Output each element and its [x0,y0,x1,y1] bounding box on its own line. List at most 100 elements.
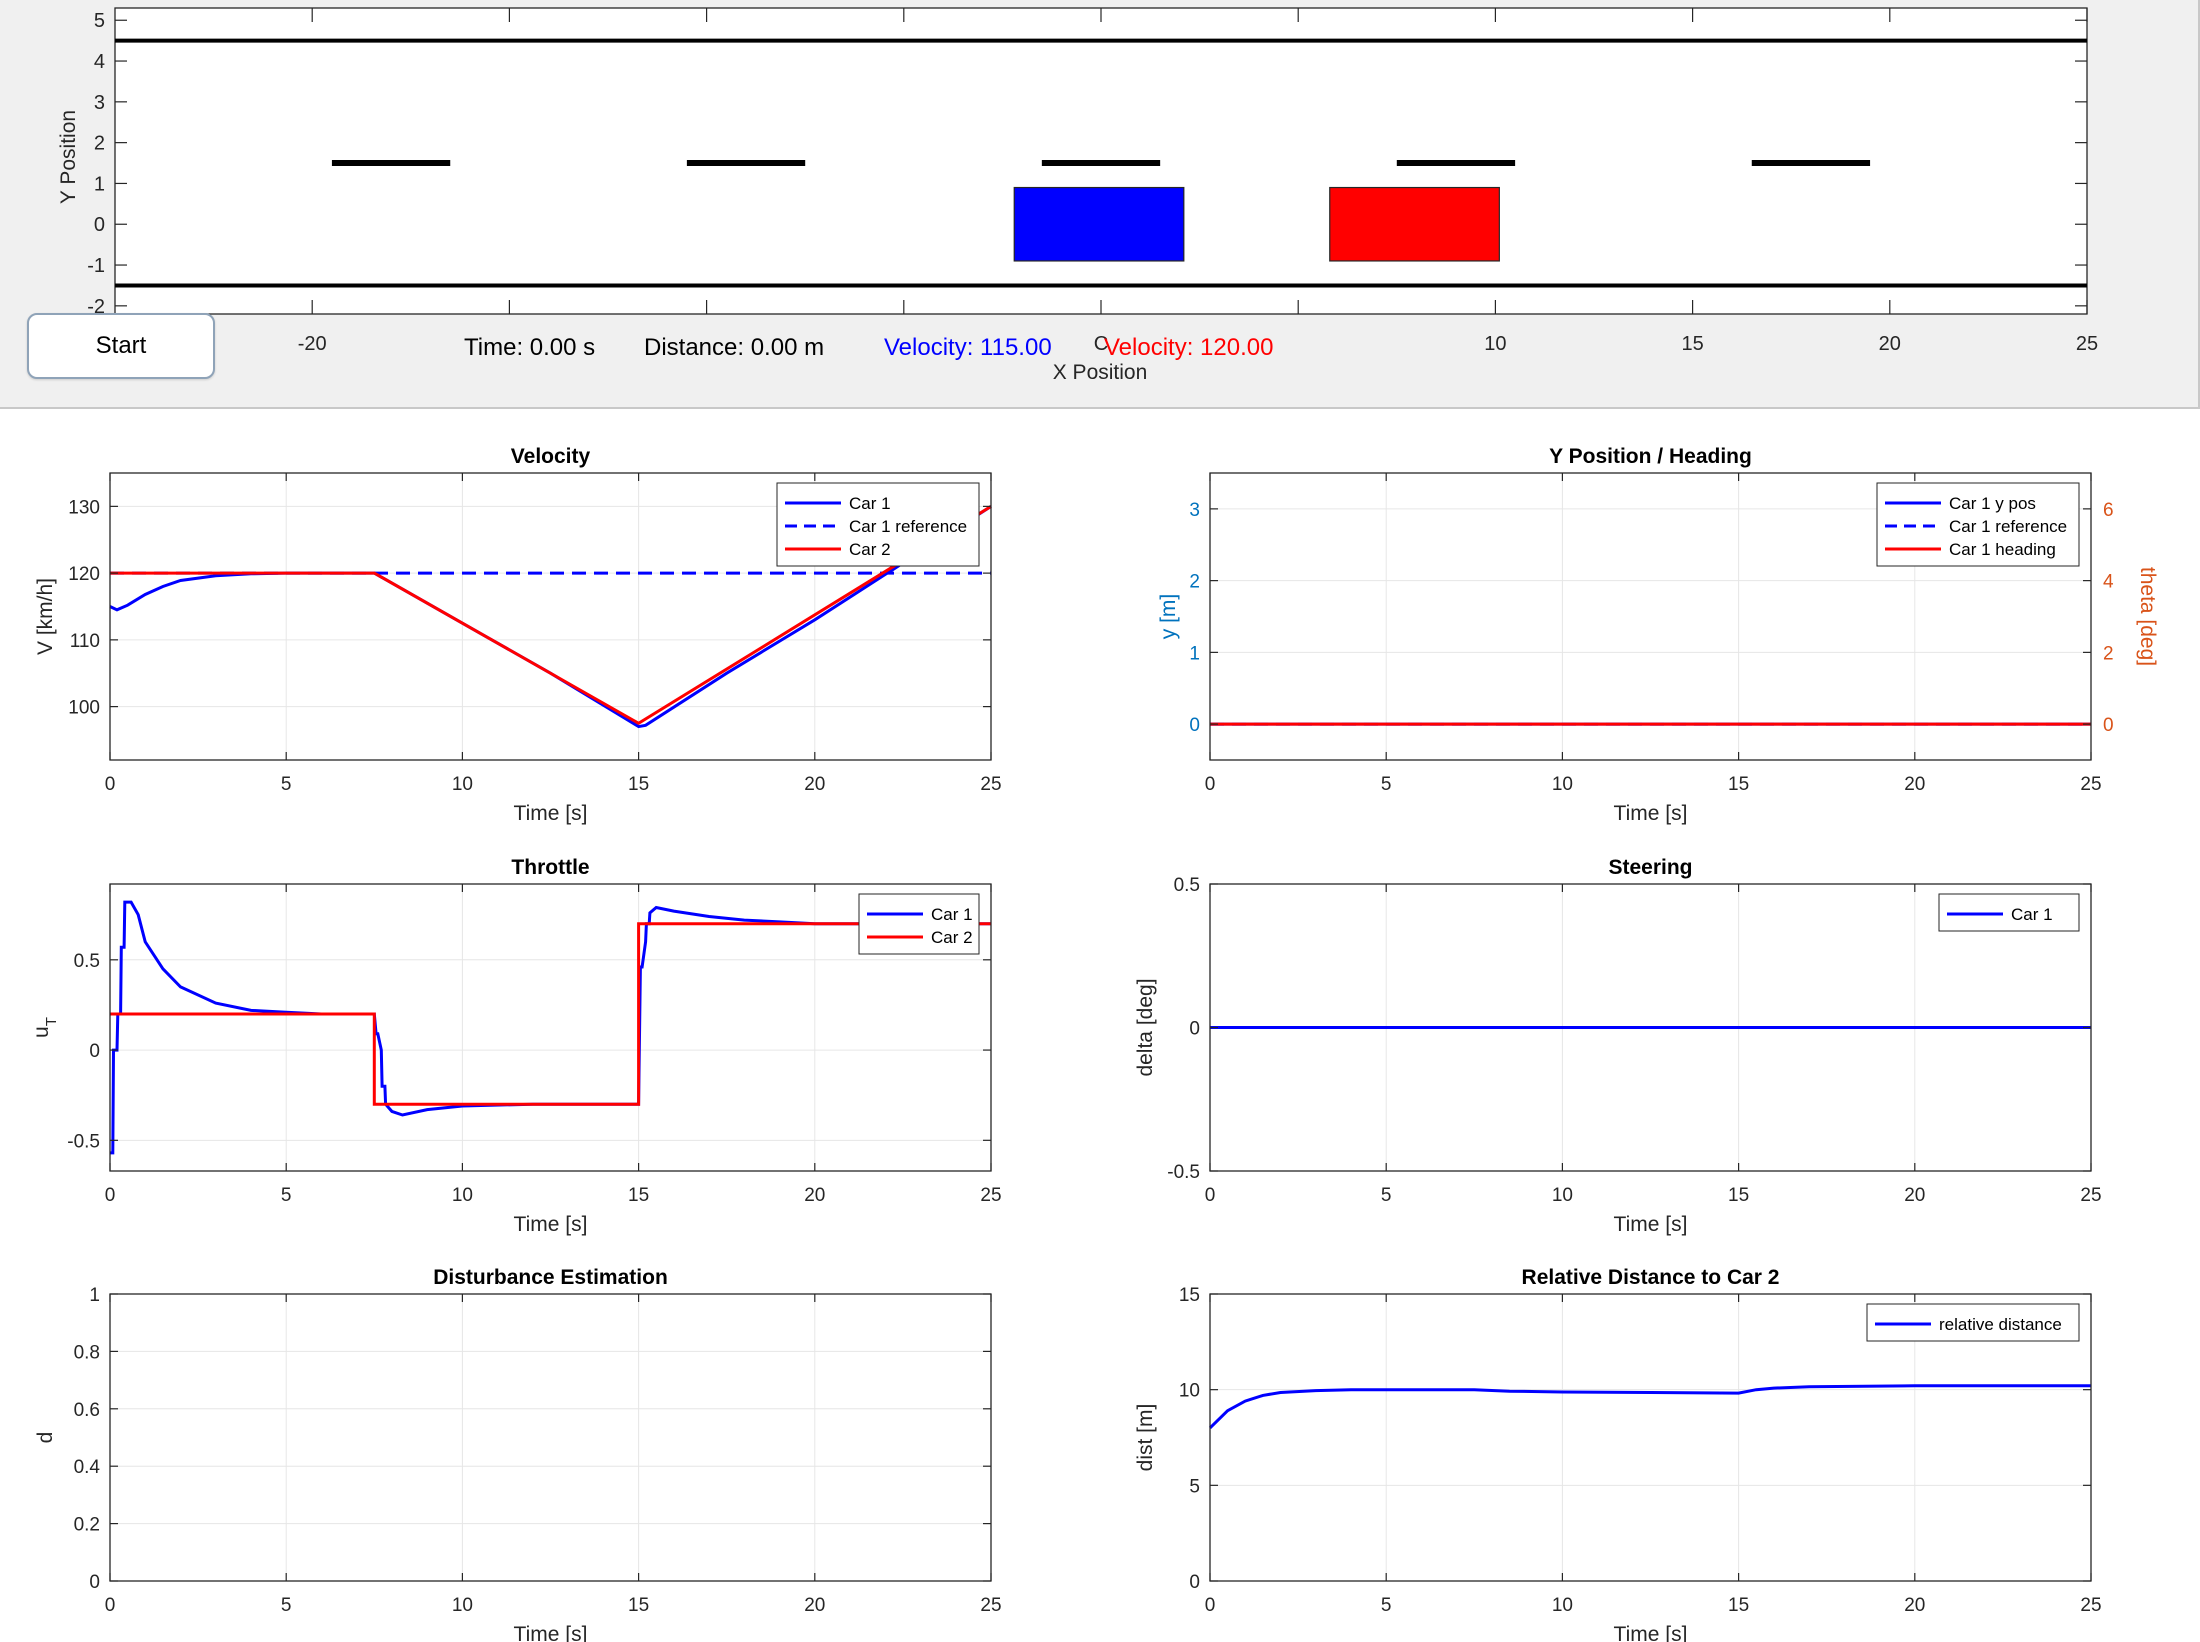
velocity-plot: Car 1 Car 1 reference Car 2 [109,472,992,761]
road-xtick-label: 10 [1484,333,1506,355]
reldist-ytick-label: 10 [1179,1381,1200,1402]
throttle-plot: Car 1 Car 2 [109,883,992,1172]
yposition-legend-label: Car 1 y pos [1949,494,2036,513]
yposition-legend-label: Car 1 heading [1949,540,2056,559]
disturbance-ytick-label: 0.4 [74,1457,101,1478]
throttle-xtick-label: 15 [628,1185,649,1206]
throttle-ytick-label: 0.5 [74,951,100,972]
road-xtick-label: 15 [1681,333,1703,355]
yposition-ytick-right-label: 4 [2103,572,2114,593]
yposition-ytick-right-label: 2 [2103,643,2114,664]
steering-xtick-label: 25 [2080,1185,2101,1206]
steering-legend-label: Car 1 [2011,905,2053,924]
reldist-plot-area [1210,1294,2091,1581]
throttle-legend-label: Car 2 [931,928,973,947]
car2-velocity-readout: Velocity: 120.00 [1104,334,1274,361]
yposition-xtick-label: 10 [1552,774,1573,795]
yposition-xlabel: Time [s] [1614,802,1688,825]
throttle-ylabel: uT [30,1017,60,1038]
steering-legend: Car 1 [1938,893,2080,932]
steering-ytick-label: 0.5 [1174,875,1200,896]
disturbance-ytick-label: 1 [89,1285,100,1306]
yposition-xtick-label: 20 [1904,774,1925,795]
road-ytick-label: 1 [94,173,105,195]
velocity-legend-label: Car 2 [849,540,891,559]
steering-xtick-label: 20 [1904,1185,1925,1206]
road-xtick-label: 20 [1879,333,1901,355]
car-1-rect [1013,186,1185,262]
reldist-legend: relative distance [1866,1303,2080,1342]
velocity-xtick-label: 15 [628,774,649,795]
throttle-xtick-label: 20 [804,1185,825,1206]
time-readout: Time: 0.00 s [464,334,596,361]
throttle-plot-area [110,884,991,1171]
velocity-xtick-label: 20 [804,774,825,795]
steering-ytick-label: 0 [1189,1019,1200,1040]
yposition-ytick-right-label: 6 [2103,500,2114,521]
reldist-title: Relative Distance to Car 2 [1522,1266,1780,1289]
throttle-xlabel: Time [s] [514,1213,588,1236]
velocity-title: Velocity [511,445,591,468]
throttle-legend-label: Car 1 [931,905,973,924]
throttle-xtick-label: 5 [281,1185,292,1206]
road-ytick-label: 2 [94,133,105,155]
reldist-xtick-label: 5 [1381,1595,1392,1616]
road-ytick-label: 5 [94,10,105,32]
throttle-xtick-label: 10 [452,1185,473,1206]
yposition-ylabel: y [m] [1157,594,1180,640]
yposition-plot: Car 1 y pos Car 1 reference Car 1 heading [1209,472,2092,761]
throttle-series-1-line [110,900,991,1155]
steering-title: Steering [1608,856,1692,879]
reldist-xlabel: Time [s] [1614,1623,1688,1642]
yposition-xtick-label: 0 [1205,774,1216,795]
disturbance-ylabel: d [34,1432,57,1444]
velocity-xtick-label: 5 [281,774,292,795]
yposition-title: Y Position / Heading [1549,445,1752,468]
yposition-xtick-label: 15 [1728,774,1749,795]
road-ytick-label: -2 [87,296,105,318]
velocity-axes-box [109,472,992,761]
velocity-legend-label: Car 1 reference [849,517,967,536]
reldist-xtick-label: 20 [1904,1595,1925,1616]
car1-velocity-readout: Velocity: 115.00 [884,334,1052,361]
road-ytick-label: 3 [94,92,105,114]
yposition-ytick-label: 1 [1189,643,1200,664]
reldist-xtick-label: 15 [1728,1595,1749,1616]
road-xlabel: X Position [1053,361,1148,384]
velocity-ytick-label: 130 [68,497,100,518]
reldist-legend-label: relative distance [1939,1315,2062,1334]
disturbance-xtick-label: 15 [628,1595,649,1616]
disturbance-xtick-label: 5 [281,1595,292,1616]
disturbance-plot [109,1293,992,1582]
yposition-ytick-right-label: 0 [2103,715,2114,736]
steering-xtick-label: 5 [1381,1185,1392,1206]
reldist-plot: relative distance [1208,1293,2092,1582]
yposition-xtick-label: 25 [2080,774,2101,795]
velocity-ytick-label: 120 [68,564,100,585]
reldist-series-1-line [1208,1384,2091,1429]
throttle-xtick-label: 25 [980,1185,1001,1206]
throttle-legend: Car 1 Car 2 [858,893,980,955]
road-ytick-label: 4 [94,51,105,73]
steering-xlabel: Time [s] [1614,1213,1688,1236]
throttle-axes-box [109,883,992,1172]
reldist-ytick-label: 15 [1179,1285,1200,1306]
car-2-rect [1329,186,1500,262]
disturbance-xtick-label: 10 [452,1595,473,1616]
road-xtick-label: C [1094,333,1108,355]
road-xtick-label: -20 [298,333,327,355]
reldist-xtick-label: 25 [2080,1595,2101,1616]
disturbance-xlabel: Time [s] [514,1623,588,1642]
yposition-legend-label: Car 1 reference [1949,517,2067,536]
disturbance-axes-box [109,1293,992,1582]
steering-xtick-label: 15 [1728,1185,1749,1206]
yposition-xtick-label: 5 [1381,774,1392,795]
disturbance-ytick-label: 0 [89,1572,100,1593]
distance-readout: Distance: 0.00 m [644,334,825,361]
throttle-ytick-label: -0.5 [67,1131,100,1152]
throttle-series-2-line [110,922,991,1106]
reldist-ytick-label: 0 [1189,1572,1200,1593]
start-button[interactable]: Start [27,313,215,379]
steering-xtick-label: 0 [1205,1185,1216,1206]
